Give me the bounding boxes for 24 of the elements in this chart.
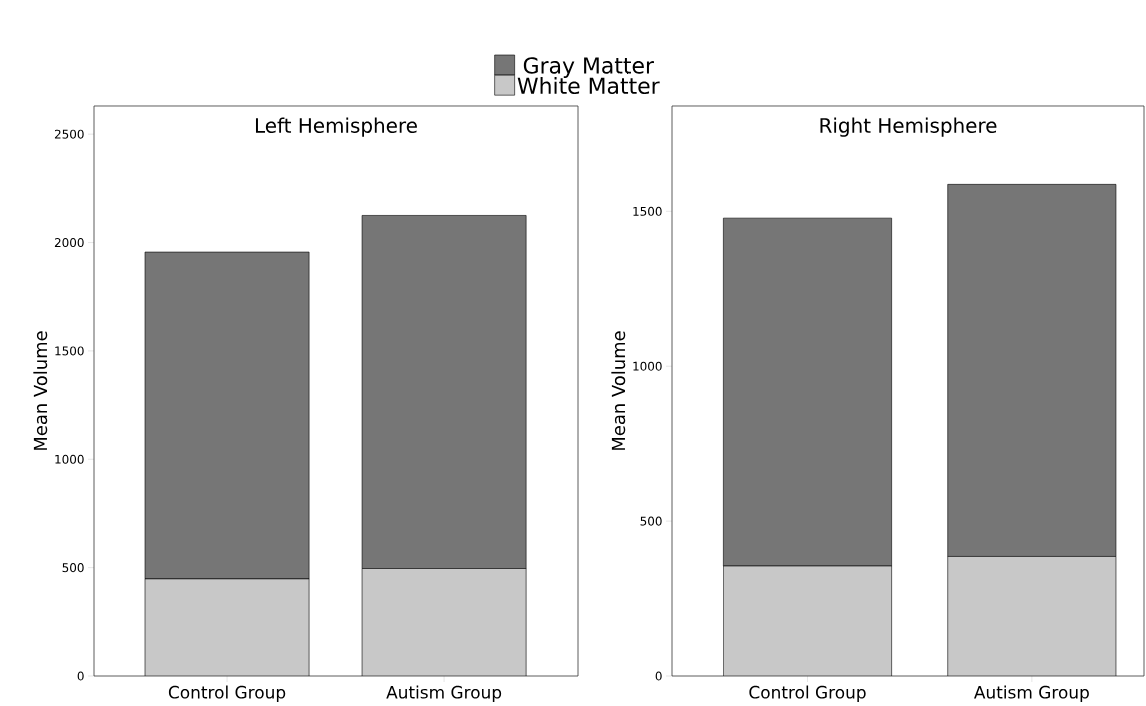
legend-label: White Matter <box>517 77 660 95</box>
y-tick-label: 0 <box>77 671 84 681</box>
x-tick-label: Control Group <box>749 685 866 702</box>
bar <box>723 565 892 676</box>
y-tick-label: 500 <box>640 516 662 526</box>
bar <box>361 568 527 676</box>
text: Left Hemisphere <box>255 117 417 137</box>
y-tick-label: 1000 <box>55 454 84 464</box>
legend-label: Gray Matter <box>523 57 654 78</box>
y-tick-label: 0 <box>655 671 662 681</box>
bar <box>144 578 310 676</box>
y-tick-label: 1000 <box>633 361 662 371</box>
y-tick-label: 2000 <box>54 238 84 248</box>
y-axis-title: Mean Volume <box>33 331 48 450</box>
text: Right Hemisphere <box>820 117 997 137</box>
y-axis-title: Mean Volume <box>611 331 626 450</box>
bar <box>947 556 1117 676</box>
y-tick-label: 1500 <box>633 206 662 216</box>
x-tick-label: Control Group <box>168 685 286 702</box>
y-tick-label: 500 <box>62 563 84 573</box>
y-tick-label: 2500 <box>54 129 84 139</box>
x-tick-label: Autism Group <box>386 685 502 702</box>
x-tick-label: Autism Group <box>974 685 1089 702</box>
y-tick-label: 1500 <box>55 346 84 356</box>
